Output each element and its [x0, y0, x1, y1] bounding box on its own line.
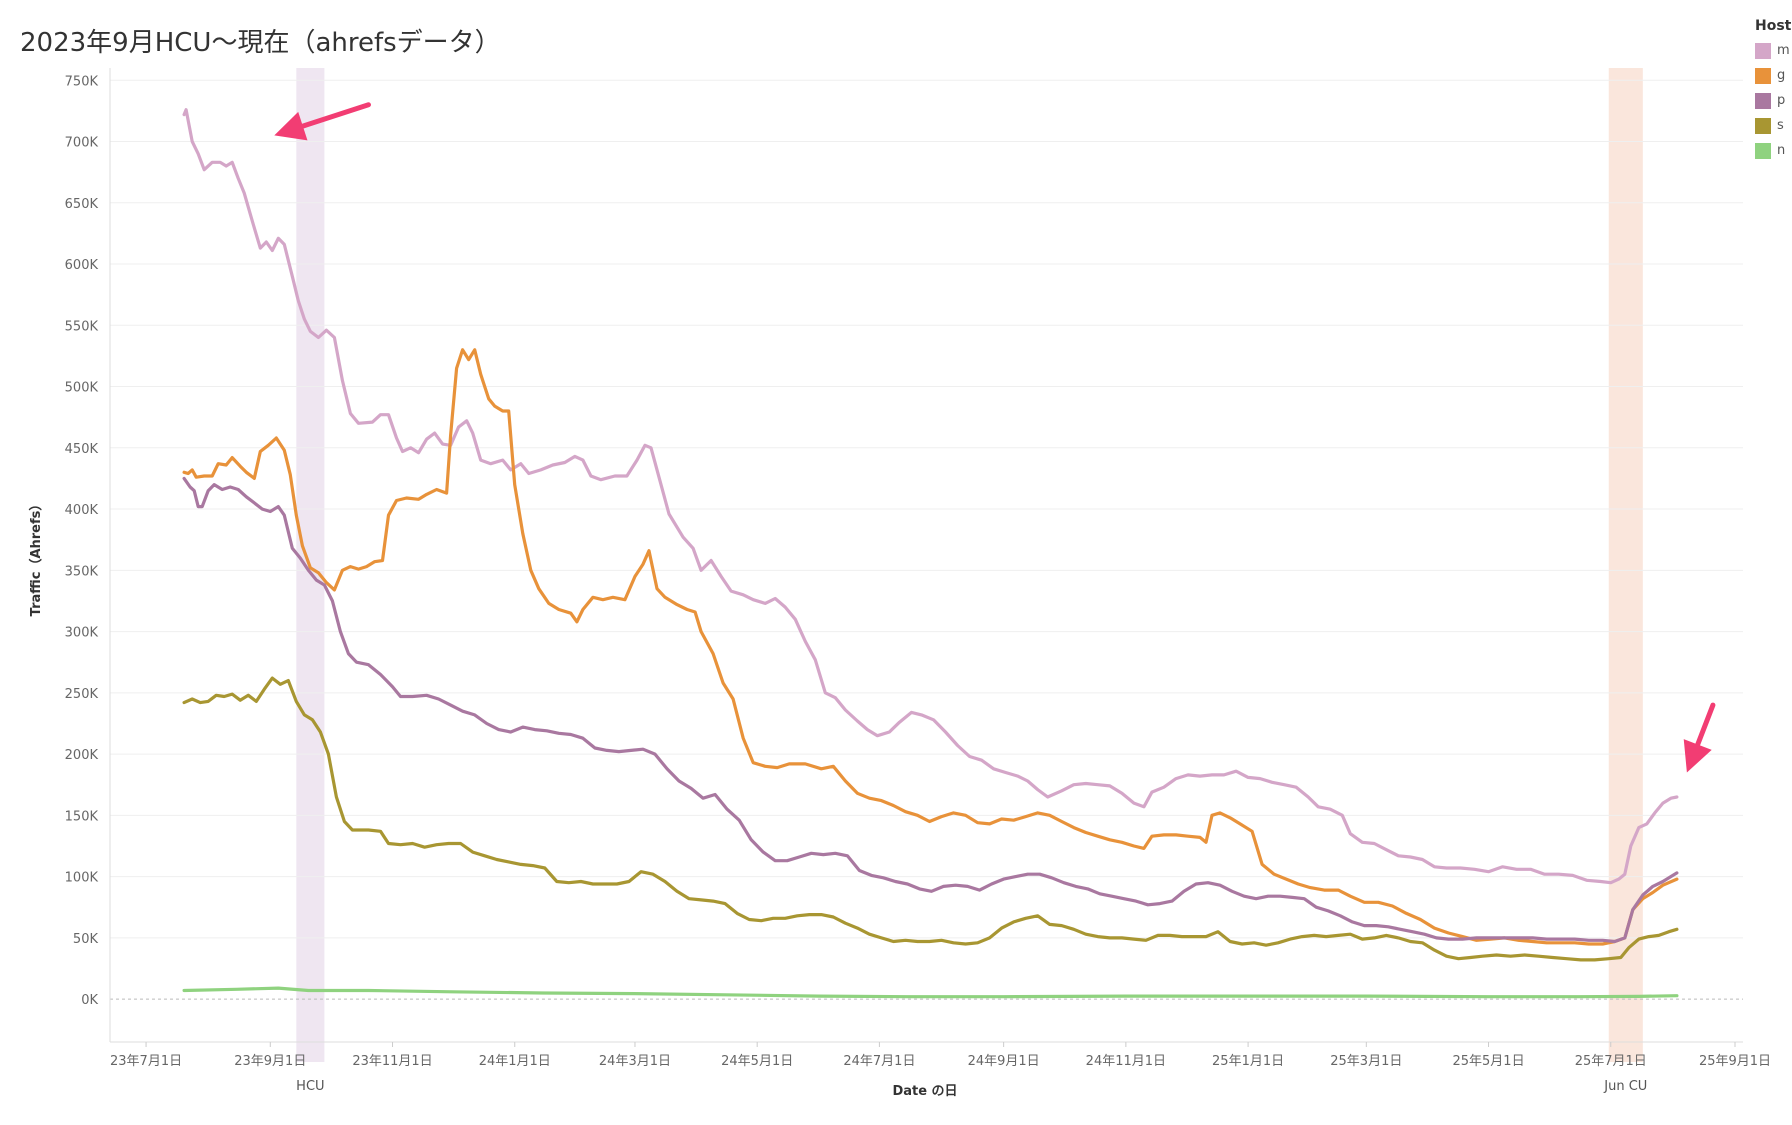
legend-swatch: [1755, 117, 1771, 134]
axes: 0K 50K 100K 150K 200K 250K 300K 350K 400K 450K 500…: [65, 68, 1771, 1069]
legend-label: s: [1777, 118, 1784, 133]
y-tick-label: 750K: [65, 74, 99, 89]
x-tick-label: 25年3月1日: [1330, 1054, 1402, 1069]
y-tick-label: 550K: [65, 319, 99, 334]
legend-label: p: [1777, 93, 1786, 108]
y-tick-label: 50K: [73, 932, 99, 947]
y-tick-label: 0K: [81, 993, 98, 1008]
x-tick-label: 24年3月1日: [599, 1054, 671, 1069]
y-tick-label: 150K: [65, 809, 99, 824]
legend-item-n: n: [1755, 138, 1792, 163]
y-tick-label: 200K: [65, 748, 99, 763]
series-lines: [182, 108, 1679, 999]
chart-title: 2023年9月HCU〜現在（ahrefsデータ）: [20, 28, 501, 58]
y-tick-label: 650K: [65, 197, 99, 212]
series-line-s: [182, 676, 1679, 962]
x-tick-label: 25年7月1日: [1575, 1054, 1647, 1069]
arrow-annotation-1: [274, 102, 371, 141]
y-tick-label: 300K: [65, 626, 99, 641]
legend-swatch: [1755, 67, 1771, 84]
annotations: [274, 102, 1716, 773]
legend-swatch: [1755, 42, 1771, 59]
band-label-1: HCU: [296, 1079, 324, 1094]
y-tick-label: 700K: [65, 136, 99, 151]
x-tick-label: 24年5月1日: [721, 1054, 793, 1069]
y-tick-label: 400K: [65, 503, 99, 518]
legend-swatch: [1755, 92, 1771, 109]
gridlines: [110, 79, 1743, 1000]
arrow-shaft: [1695, 702, 1716, 747]
y-tick-label: 100K: [65, 871, 99, 886]
legend-item-p: p: [1755, 88, 1792, 113]
x-tick-label: 25年9月1日: [1699, 1054, 1771, 1069]
legend-label: n: [1777, 143, 1786, 158]
band-2: [1608, 68, 1643, 1062]
arrow-annotation-2: [1683, 702, 1716, 773]
x-tick-label: 24年1月1日: [479, 1054, 551, 1069]
legend-label: m: [1777, 43, 1790, 58]
x-tick-label: 23年7月1日: [110, 1054, 182, 1069]
y-tick-label: 450K: [65, 442, 99, 457]
legend-item-m: m: [1755, 38, 1792, 63]
x-tick-label: 24年9月1日: [968, 1054, 1040, 1069]
y-tick-label: 250K: [65, 687, 99, 702]
legend-label: g: [1777, 68, 1786, 83]
legend-swatch: [1755, 142, 1771, 159]
arrow-shaft: [300, 102, 371, 129]
y-tick-label: 350K: [65, 564, 99, 579]
x-tick-label: 24年11月1日: [1086, 1054, 1166, 1069]
series-line-g: [182, 348, 1679, 946]
legend-item-s: s: [1755, 113, 1792, 138]
y-tick-label: 600K: [65, 258, 99, 273]
arrow-head: [274, 111, 308, 141]
x-tick-label: 25年5月1日: [1452, 1054, 1524, 1069]
y-axis-title: Traffic（Ahrefs）: [28, 498, 44, 617]
x-tick-label: 25年1月1日: [1212, 1054, 1284, 1069]
legend-title: Host: [1755, 18, 1792, 34]
legend-item-g: g: [1755, 63, 1792, 88]
arrow-head: [1683, 739, 1712, 773]
x-tick-label: 23年11月1日: [352, 1054, 432, 1069]
series-line-m: [182, 108, 1679, 885]
x-tick-label: 24年7月1日: [843, 1054, 915, 1069]
x-axis-title: Date の日: [892, 1084, 957, 1099]
x-tick-label: 23年9月1日: [234, 1054, 306, 1069]
series-line-p: [182, 476, 1679, 944]
series-line-n: [182, 986, 1679, 999]
y-tick-label: 500K: [65, 381, 99, 396]
band-label-2: Jun CU: [1603, 1079, 1647, 1094]
